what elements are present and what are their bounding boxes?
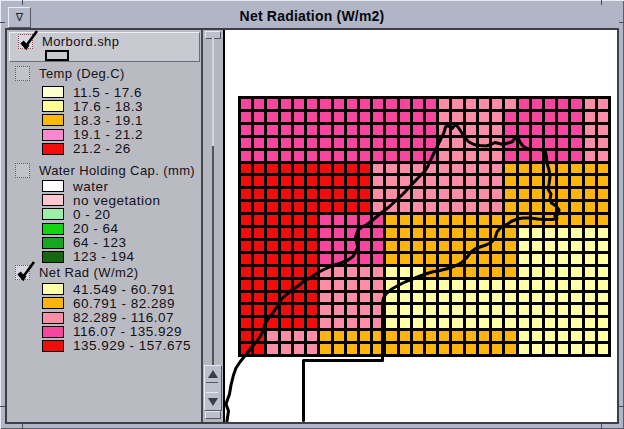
layer-header[interactable]: Morbord.shp bbox=[10, 35, 199, 48]
class-swatch bbox=[42, 283, 64, 295]
layer-classes: waterno vegetation0 - 2020 - 6464 - 1231… bbox=[7, 179, 201, 264]
layer-name: Morbord.shp bbox=[42, 34, 119, 49]
layer-name: Net Rad (W/m2) bbox=[39, 265, 139, 280]
class-label: 19.1 - 21.2 bbox=[73, 127, 143, 142]
layer-checkbox[interactable] bbox=[15, 163, 30, 178]
scrollbar-bottom-anchor[interactable] bbox=[205, 411, 221, 419]
class-swatch bbox=[42, 297, 64, 309]
layer-header[interactable]: Water Holding Cap. (mm) bbox=[7, 164, 201, 177]
shapefile-outline bbox=[225, 30, 617, 422]
legend-class-row: 0 - 20 bbox=[7, 207, 201, 221]
class-label: 18.3 - 19.1 bbox=[73, 113, 143, 128]
legend-class-row: no vegetation bbox=[7, 193, 201, 207]
app-window: ∇ Net Radiation (W/m2) Morbord.shp Temp (… bbox=[0, 0, 624, 429]
legend-class-row: 18.3 - 19.1 bbox=[7, 113, 201, 127]
class-label: 17.6 - 18.3 bbox=[73, 99, 143, 114]
frame-notch bbox=[619, 22, 624, 23]
client-area: Morbord.shp Temp (Deg.C) 11.5 - 17.617.6 -… bbox=[5, 28, 619, 424]
class-swatch bbox=[42, 208, 64, 220]
polygon-symbol bbox=[45, 50, 69, 61]
legend-item-selected[interactable]: Morbord.shp bbox=[9, 32, 200, 62]
layer-checkbox[interactable] bbox=[15, 265, 30, 280]
class-label: water bbox=[73, 179, 109, 194]
class-swatch bbox=[42, 340, 64, 352]
class-swatch bbox=[42, 223, 64, 235]
frame-notch bbox=[601, 424, 602, 429]
class-swatch bbox=[42, 100, 64, 112]
class-label: 116.07 - 135.929 bbox=[73, 324, 182, 339]
layer-name: Water Holding Cap. (mm) bbox=[39, 163, 195, 178]
legend-class-row: 135.929 - 157.675 bbox=[7, 339, 201, 353]
map-view[interactable] bbox=[223, 30, 617, 422]
class-swatch bbox=[42, 312, 64, 324]
class-label: 11.5 - 17.6 bbox=[73, 85, 142, 100]
layer-checkbox[interactable] bbox=[18, 34, 33, 49]
class-label: 135.929 - 157.675 bbox=[73, 338, 191, 353]
class-label: 123 - 194 bbox=[73, 249, 135, 264]
legend-class-row: 19.1 - 21.2 bbox=[7, 128, 201, 142]
layer-name: Temp (Deg.C) bbox=[39, 66, 125, 81]
legend-class-row: 11.5 - 17.6 bbox=[7, 85, 201, 99]
layer-header[interactable]: Net Rad (W/m2) bbox=[7, 266, 201, 279]
legend-class-row: 116.07 - 135.929 bbox=[7, 325, 201, 339]
class-label: no vegetation bbox=[73, 193, 161, 208]
frame-notch bbox=[22, 424, 23, 429]
class-swatch bbox=[42, 143, 64, 155]
legend-class-row: water bbox=[7, 179, 201, 193]
scrollbar-cable bbox=[212, 38, 214, 146]
legend-class-row: 20 - 64 bbox=[7, 222, 201, 236]
class-swatch bbox=[42, 251, 64, 263]
legend-class-row: 60.791 - 82.289 bbox=[7, 296, 201, 310]
title-bar[interactable]: ∇ Net Radiation (W/m2) bbox=[5, 5, 619, 28]
layer-header[interactable]: Temp (Deg.C) bbox=[7, 67, 201, 80]
class-swatch bbox=[42, 114, 64, 126]
legend-class-row: 17.6 - 18.3 bbox=[7, 99, 201, 113]
class-swatch bbox=[42, 129, 64, 141]
class-label: 64 - 123 bbox=[73, 235, 127, 250]
legend-scrollbar[interactable] bbox=[201, 30, 223, 422]
scrollbar-elevator[interactable] bbox=[204, 365, 222, 411]
class-label: 21.2 - 26 bbox=[73, 141, 131, 156]
class-label: 0 - 20 bbox=[73, 207, 111, 222]
class-swatch bbox=[42, 237, 64, 249]
scrollbar-grip[interactable] bbox=[206, 382, 218, 393]
scrollbar-cable bbox=[212, 146, 214, 365]
layer-classes: 41.549 - 60.79160.791 - 82.28982.289 - 1… bbox=[7, 282, 201, 353]
class-swatch bbox=[42, 194, 64, 206]
layer-classes: 11.5 - 17.617.6 - 18.318.3 - 19.119.1 - … bbox=[7, 85, 201, 156]
scroll-up-icon[interactable] bbox=[208, 370, 218, 378]
class-swatch bbox=[42, 180, 64, 192]
window-title: Net Radiation (W/m2) bbox=[5, 8, 619, 24]
legend-class-row: 64 - 123 bbox=[7, 236, 201, 250]
legend-panel: Morbord.shp Temp (Deg.C) 11.5 - 17.617.6 -… bbox=[7, 30, 201, 422]
class-label: 60.791 - 82.289 bbox=[73, 296, 175, 311]
legend-class-row: 21.2 - 26 bbox=[7, 142, 201, 156]
legend-class-row: 41.549 - 60.791 bbox=[7, 282, 201, 296]
class-swatch bbox=[42, 326, 64, 338]
frame-notch bbox=[619, 406, 624, 407]
layer-checkbox[interactable] bbox=[15, 66, 30, 81]
class-label: 20 - 64 bbox=[73, 221, 119, 236]
legend-class-row: 82.289 - 116.07 bbox=[7, 310, 201, 324]
class-swatch bbox=[42, 86, 64, 98]
scroll-down-icon[interactable] bbox=[208, 398, 218, 406]
class-label: 41.549 - 60.791 bbox=[73, 282, 175, 297]
class-label: 82.289 - 116.07 bbox=[73, 310, 174, 325]
